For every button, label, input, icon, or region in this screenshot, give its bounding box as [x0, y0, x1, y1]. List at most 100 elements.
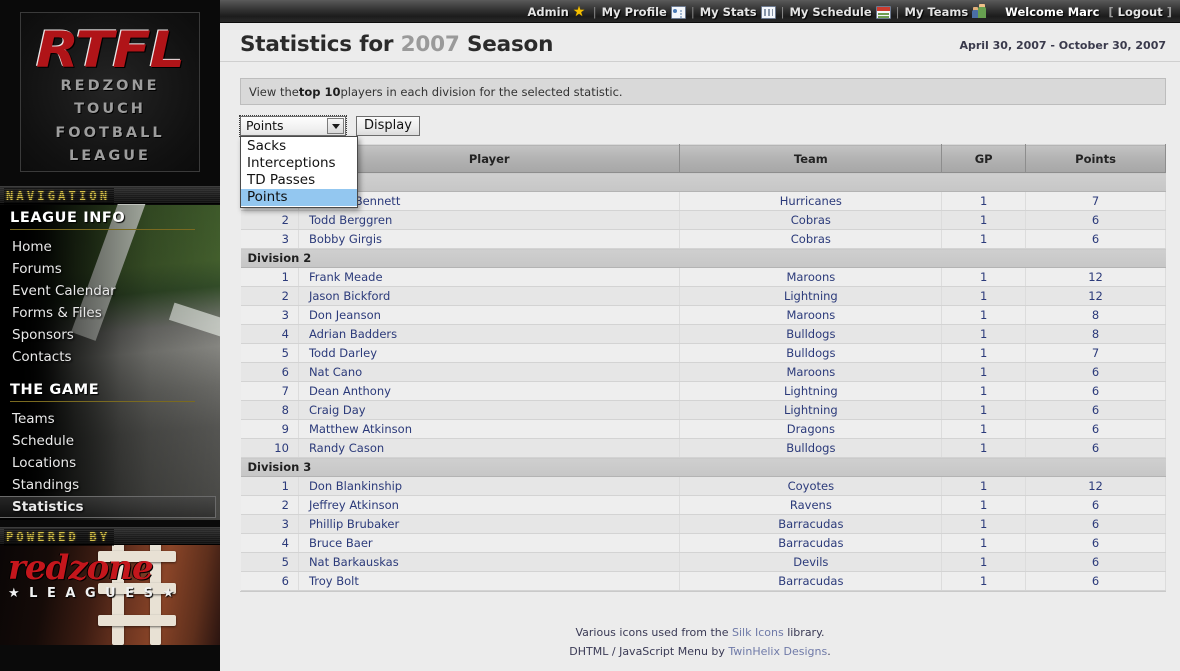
- table-row[interactable]: 6 Troy Bolt Barracudas 1 6: [240, 571, 1166, 591]
- logout-link[interactable]: Logout: [1117, 4, 1163, 19]
- team-link[interactable]: Cobras: [790, 213, 831, 227]
- table-row[interactable]: 4 Adrian Badders Bulldogs 1 8: [240, 324, 1166, 344]
- table-row[interactable]: 5 Todd Darley Bulldogs 1 7: [240, 343, 1166, 363]
- table-row[interactable]: 4 Bruce Baer Barracudas 1 6: [240, 533, 1166, 553]
- player-link[interactable]: Bruce Baer: [308, 536, 373, 550]
- player-link[interactable]: Jason Bickford: [308, 289, 391, 303]
- column-header-gp[interactable]: GP: [941, 144, 1027, 173]
- player-link[interactable]: Matthew Atkinson: [308, 422, 412, 436]
- sidebar-item-standings[interactable]: Standings: [12, 477, 80, 493]
- topnav-separator: |: [690, 4, 695, 19]
- player-link[interactable]: Bobby Girgis: [308, 232, 383, 246]
- table-row[interactable]: 2 Todd Berggren Cobras 1 6: [240, 210, 1166, 230]
- topnav-item-my-stats[interactable]: My Stats: [699, 4, 757, 19]
- team-link[interactable]: Barracudas: [778, 536, 844, 550]
- player-link[interactable]: Jeffrey Atkinson: [308, 498, 399, 512]
- season-date-range: April 30, 2007 - October 30, 2007: [959, 39, 1166, 52]
- column-header-points[interactable]: Points: [1025, 144, 1166, 173]
- player-link[interactable]: Nat Barkauskas: [308, 555, 399, 569]
- team-link[interactable]: Barracudas: [778, 574, 844, 588]
- cell-team: Dragons: [679, 419, 943, 439]
- team-link[interactable]: Bulldogs: [786, 327, 836, 341]
- table-row[interactable]: 1 Frank Meade Maroons 1 12: [240, 267, 1166, 287]
- silk-icons-link[interactable]: Silk Icons: [732, 626, 784, 639]
- team-link[interactable]: Hurricanes: [779, 194, 842, 208]
- cell-gp: 1: [941, 514, 1027, 534]
- sidebar-item-event-calendar[interactable]: Event Calendar: [12, 283, 116, 299]
- dropdown-option-td-passes[interactable]: TD Passes: [247, 172, 316, 188]
- sidebar-section-league-info: LEAGUE INFO Home Forums Event Calendar F…: [0, 210, 220, 368]
- table-row[interactable]: 2 Jason Bickford Lightning 1 12: [240, 286, 1166, 306]
- team-link[interactable]: Maroons: [786, 308, 836, 322]
- team-link[interactable]: Devils: [793, 555, 829, 569]
- table-row[interactable]: 8 Craig Day Lightning 1 6: [240, 400, 1166, 420]
- league-logo[interactable]: RTFL REDZONE TOUCH FOOTBALL LEAGUE: [20, 12, 200, 172]
- sidebar-item-forums[interactable]: Forums: [12, 261, 62, 277]
- table-row[interactable]: 9 Matthew Atkinson Dragons 1 6: [240, 419, 1166, 439]
- controls-row: Points Display Sacks Interceptions TD Pa…: [239, 115, 1166, 208]
- team-link[interactable]: Bulldogs: [786, 441, 836, 455]
- player-link[interactable]: Todd Darley: [308, 346, 378, 360]
- cell-rank: 2: [240, 210, 299, 230]
- column-header-player[interactable]: Player: [297, 144, 681, 173]
- sidebar-item-locations[interactable]: Locations: [12, 455, 77, 471]
- sidebar-item-statistics[interactable]: Statistics: [0, 496, 216, 518]
- team-link[interactable]: Maroons: [786, 270, 836, 284]
- table-row[interactable]: 1 Don Blankinship Coyotes 1 12: [240, 476, 1166, 496]
- player-link[interactable]: Adrian Badders: [308, 327, 398, 341]
- sidebar-section-title-the-game: THE GAME: [10, 382, 195, 402]
- table-row[interactable]: 6 Nat Cano Maroons 1 6: [240, 362, 1166, 382]
- table-row[interactable]: 7 Dean Anthony Lightning 1 6: [240, 381, 1166, 401]
- chevron-down-icon[interactable]: [327, 118, 344, 134]
- player-link[interactable]: Frank Meade: [308, 270, 383, 284]
- column-header-team[interactable]: Team: [679, 144, 943, 173]
- sidebar-item-teams[interactable]: Teams: [12, 411, 55, 427]
- team-link[interactable]: Lightning: [783, 403, 838, 417]
- table-row[interactable]: 1 Gordon Bennett Hurricanes 1 7: [240, 191, 1166, 211]
- team-link[interactable]: Barracudas: [778, 517, 844, 531]
- team-link[interactable]: Lightning: [783, 289, 838, 303]
- dropdown-option-points[interactable]: Points: [241, 189, 357, 206]
- player-link[interactable]: Randy Cason: [308, 441, 385, 455]
- table-row[interactable]: 3 Don Jeanson Maroons 1 8: [240, 305, 1166, 325]
- player-link[interactable]: Dean Anthony: [308, 384, 391, 398]
- table-row[interactable]: 2 Jeffrey Atkinson Ravens 1 6: [240, 495, 1166, 515]
- dropdown-option-interceptions[interactable]: Interceptions: [247, 155, 336, 171]
- sidebar-item-home[interactable]: Home: [12, 239, 52, 255]
- table-bottom-divider: [240, 591, 1166, 592]
- player-link[interactable]: Troy Bolt: [308, 574, 359, 588]
- sidebar-item-forms-and-files[interactable]: Forms & Files: [12, 305, 102, 321]
- topnav-item-my-profile[interactable]: My Profile: [601, 4, 667, 19]
- table-row[interactable]: 3 Phillip Brubaker Barracudas 1 6: [240, 514, 1166, 534]
- table-row[interactable]: 10 Randy Cason Bulldogs 1 6: [240, 438, 1166, 458]
- team-link[interactable]: Dragons: [786, 422, 835, 436]
- sidebar-item-sponsors[interactable]: Sponsors: [12, 327, 74, 343]
- statistic-select[interactable]: Points: [239, 115, 347, 137]
- team-link[interactable]: Lightning: [783, 384, 838, 398]
- logo-acronym: RTFL: [35, 21, 185, 79]
- topnav-item-my-teams[interactable]: My Teams: [904, 4, 969, 19]
- team-link[interactable]: Coyotes: [787, 479, 835, 493]
- player-link[interactable]: Nat Cano: [308, 365, 363, 379]
- team-link[interactable]: Ravens: [789, 498, 832, 512]
- twinhelix-link[interactable]: TwinHelix Designs: [728, 645, 828, 658]
- table-row[interactable]: 3 Bobby Girgis Cobras 1 6: [240, 229, 1166, 249]
- player-link[interactable]: Don Blankinship: [308, 479, 403, 493]
- player-link[interactable]: Todd Berggren: [308, 213, 393, 227]
- display-button[interactable]: Display: [356, 116, 420, 136]
- cell-points: 6: [1025, 400, 1166, 420]
- dropdown-option-sacks[interactable]: Sacks: [247, 138, 287, 154]
- table-row[interactable]: 5 Nat Barkauskas Devils 1 6: [240, 552, 1166, 572]
- player-link[interactable]: Don Jeanson: [308, 308, 381, 322]
- sidebar-item-contacts[interactable]: Contacts: [12, 349, 72, 365]
- team-link[interactable]: Maroons: [786, 365, 836, 379]
- powered-by-banner[interactable]: redzone ★ L E A G U E S ★: [0, 545, 220, 645]
- player-link[interactable]: Craig Day: [308, 403, 366, 417]
- sidebar-item-schedule[interactable]: Schedule: [12, 433, 75, 449]
- team-link[interactable]: Bulldogs: [786, 346, 836, 360]
- topnav-item-admin[interactable]: Admin: [527, 4, 569, 19]
- player-link[interactable]: Phillip Brubaker: [308, 517, 400, 531]
- statistic-dropdown-list[interactable]: Sacks Interceptions TD Passes Points: [240, 136, 358, 208]
- team-link[interactable]: Cobras: [790, 232, 831, 246]
- topnav-item-my-schedule[interactable]: My Schedule: [789, 4, 872, 19]
